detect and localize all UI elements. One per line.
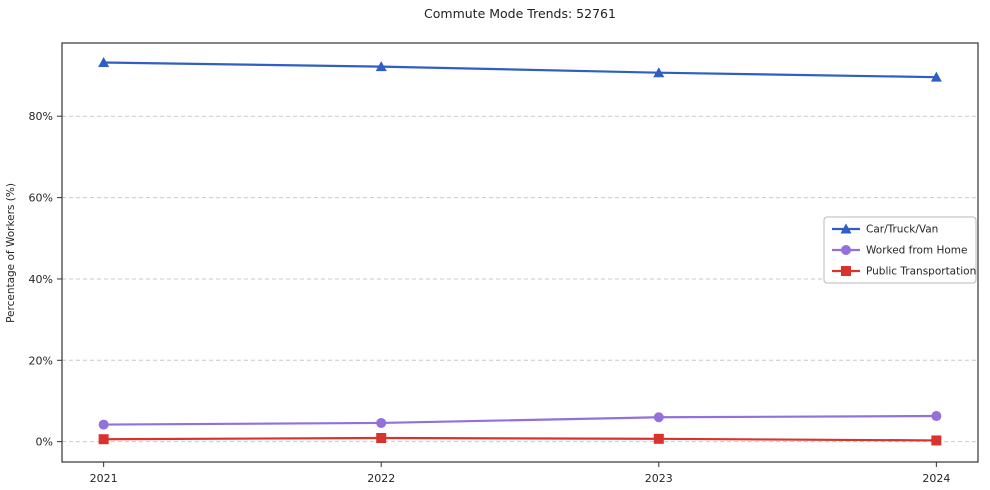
series-public-transportation (98, 432, 942, 446)
x-tick-label: 2024 (922, 472, 950, 485)
legend-label: Car/Truck/Van (866, 224, 938, 236)
series-car-truck-van (98, 57, 942, 82)
legend-item: Car/Truck/Van (832, 223, 938, 236)
x-tick-label: 2022 (367, 472, 395, 485)
legend-item: Worked from Home (832, 245, 967, 257)
y-tick-label: 0% (36, 436, 53, 449)
legend-label: Worked from Home (866, 245, 967, 257)
y-axis: 0% 20% 40% 60% 80% (29, 110, 62, 449)
x-tick-label: 2023 (645, 472, 673, 485)
legend-item: Public Transportation (832, 266, 976, 278)
y-tick-label: 60% (29, 192, 53, 205)
y-tick-label: 20% (29, 354, 53, 367)
plot-frame (61, 42, 979, 463)
x-tick-label: 2021 (90, 472, 118, 485)
y-tick-label: 40% (29, 273, 53, 286)
legend-label: Public Transportation (866, 266, 976, 278)
y-tick-label: 80% (29, 110, 53, 123)
series-worked-from-home (98, 411, 942, 430)
y-axis-label: Percentage of Workers (%) (5, 183, 17, 323)
chart-title: Commute Mode Trends: 52761 (424, 6, 616, 21)
x-axis: 2021 2022 2023 2024 (90, 462, 950, 485)
legend: Car/Truck/Van Worked from Home Public Tran… (823, 216, 977, 284)
